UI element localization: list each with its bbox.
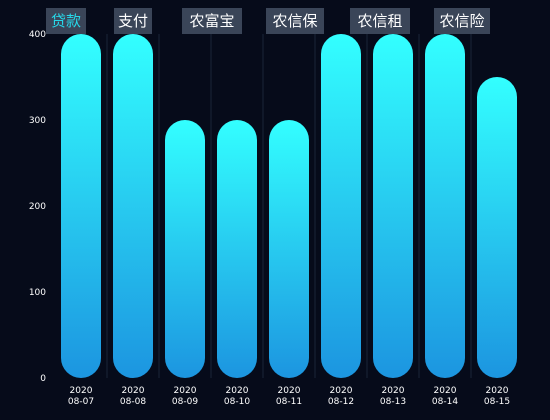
bar <box>113 34 153 378</box>
bar <box>373 34 413 378</box>
bar <box>477 77 517 378</box>
x-tick-label: 2020 08-12 <box>328 386 354 407</box>
x-tick-label: 2020 08-15 <box>484 386 510 407</box>
tab-payment[interactable]: 支付 <box>114 8 152 34</box>
tab-loan[interactable]: 贷款 <box>46 8 86 34</box>
tab-nongxinzu[interactable]: 农信租 <box>350 8 410 34</box>
tab-nongxinbao[interactable]: 农信保 <box>266 8 324 34</box>
category-tabs: 贷款 支付 农富宝 农信保 农信租 农信险 <box>0 0 550 36</box>
x-tick-label: 2020 08-11 <box>276 386 302 407</box>
bar <box>61 34 101 378</box>
y-tick-label: 100 <box>29 288 46 298</box>
x-tick-label: 2020 08-09 <box>172 386 198 407</box>
x-tick-label: 2020 08-10 <box>224 386 250 407</box>
y-tick-label: 400 <box>29 30 46 40</box>
bar <box>269 120 309 378</box>
tab-nongxinxian[interactable]: 农信险 <box>434 8 490 34</box>
bar <box>321 34 361 378</box>
x-tick-label: 2020 08-14 <box>432 386 458 407</box>
bar <box>217 120 257 378</box>
bar <box>165 120 205 378</box>
y-tick-label: 200 <box>29 202 46 212</box>
x-tick-label: 2020 08-13 <box>380 386 406 407</box>
y-tick-label: 300 <box>29 116 46 126</box>
x-tick-label: 2020 08-08 <box>120 386 146 407</box>
x-tick-label: 2020 08-07 <box>68 386 94 407</box>
y-tick-label: 0 <box>40 374 46 384</box>
bar <box>425 34 465 378</box>
tab-nongfubao[interactable]: 农富宝 <box>182 8 242 34</box>
